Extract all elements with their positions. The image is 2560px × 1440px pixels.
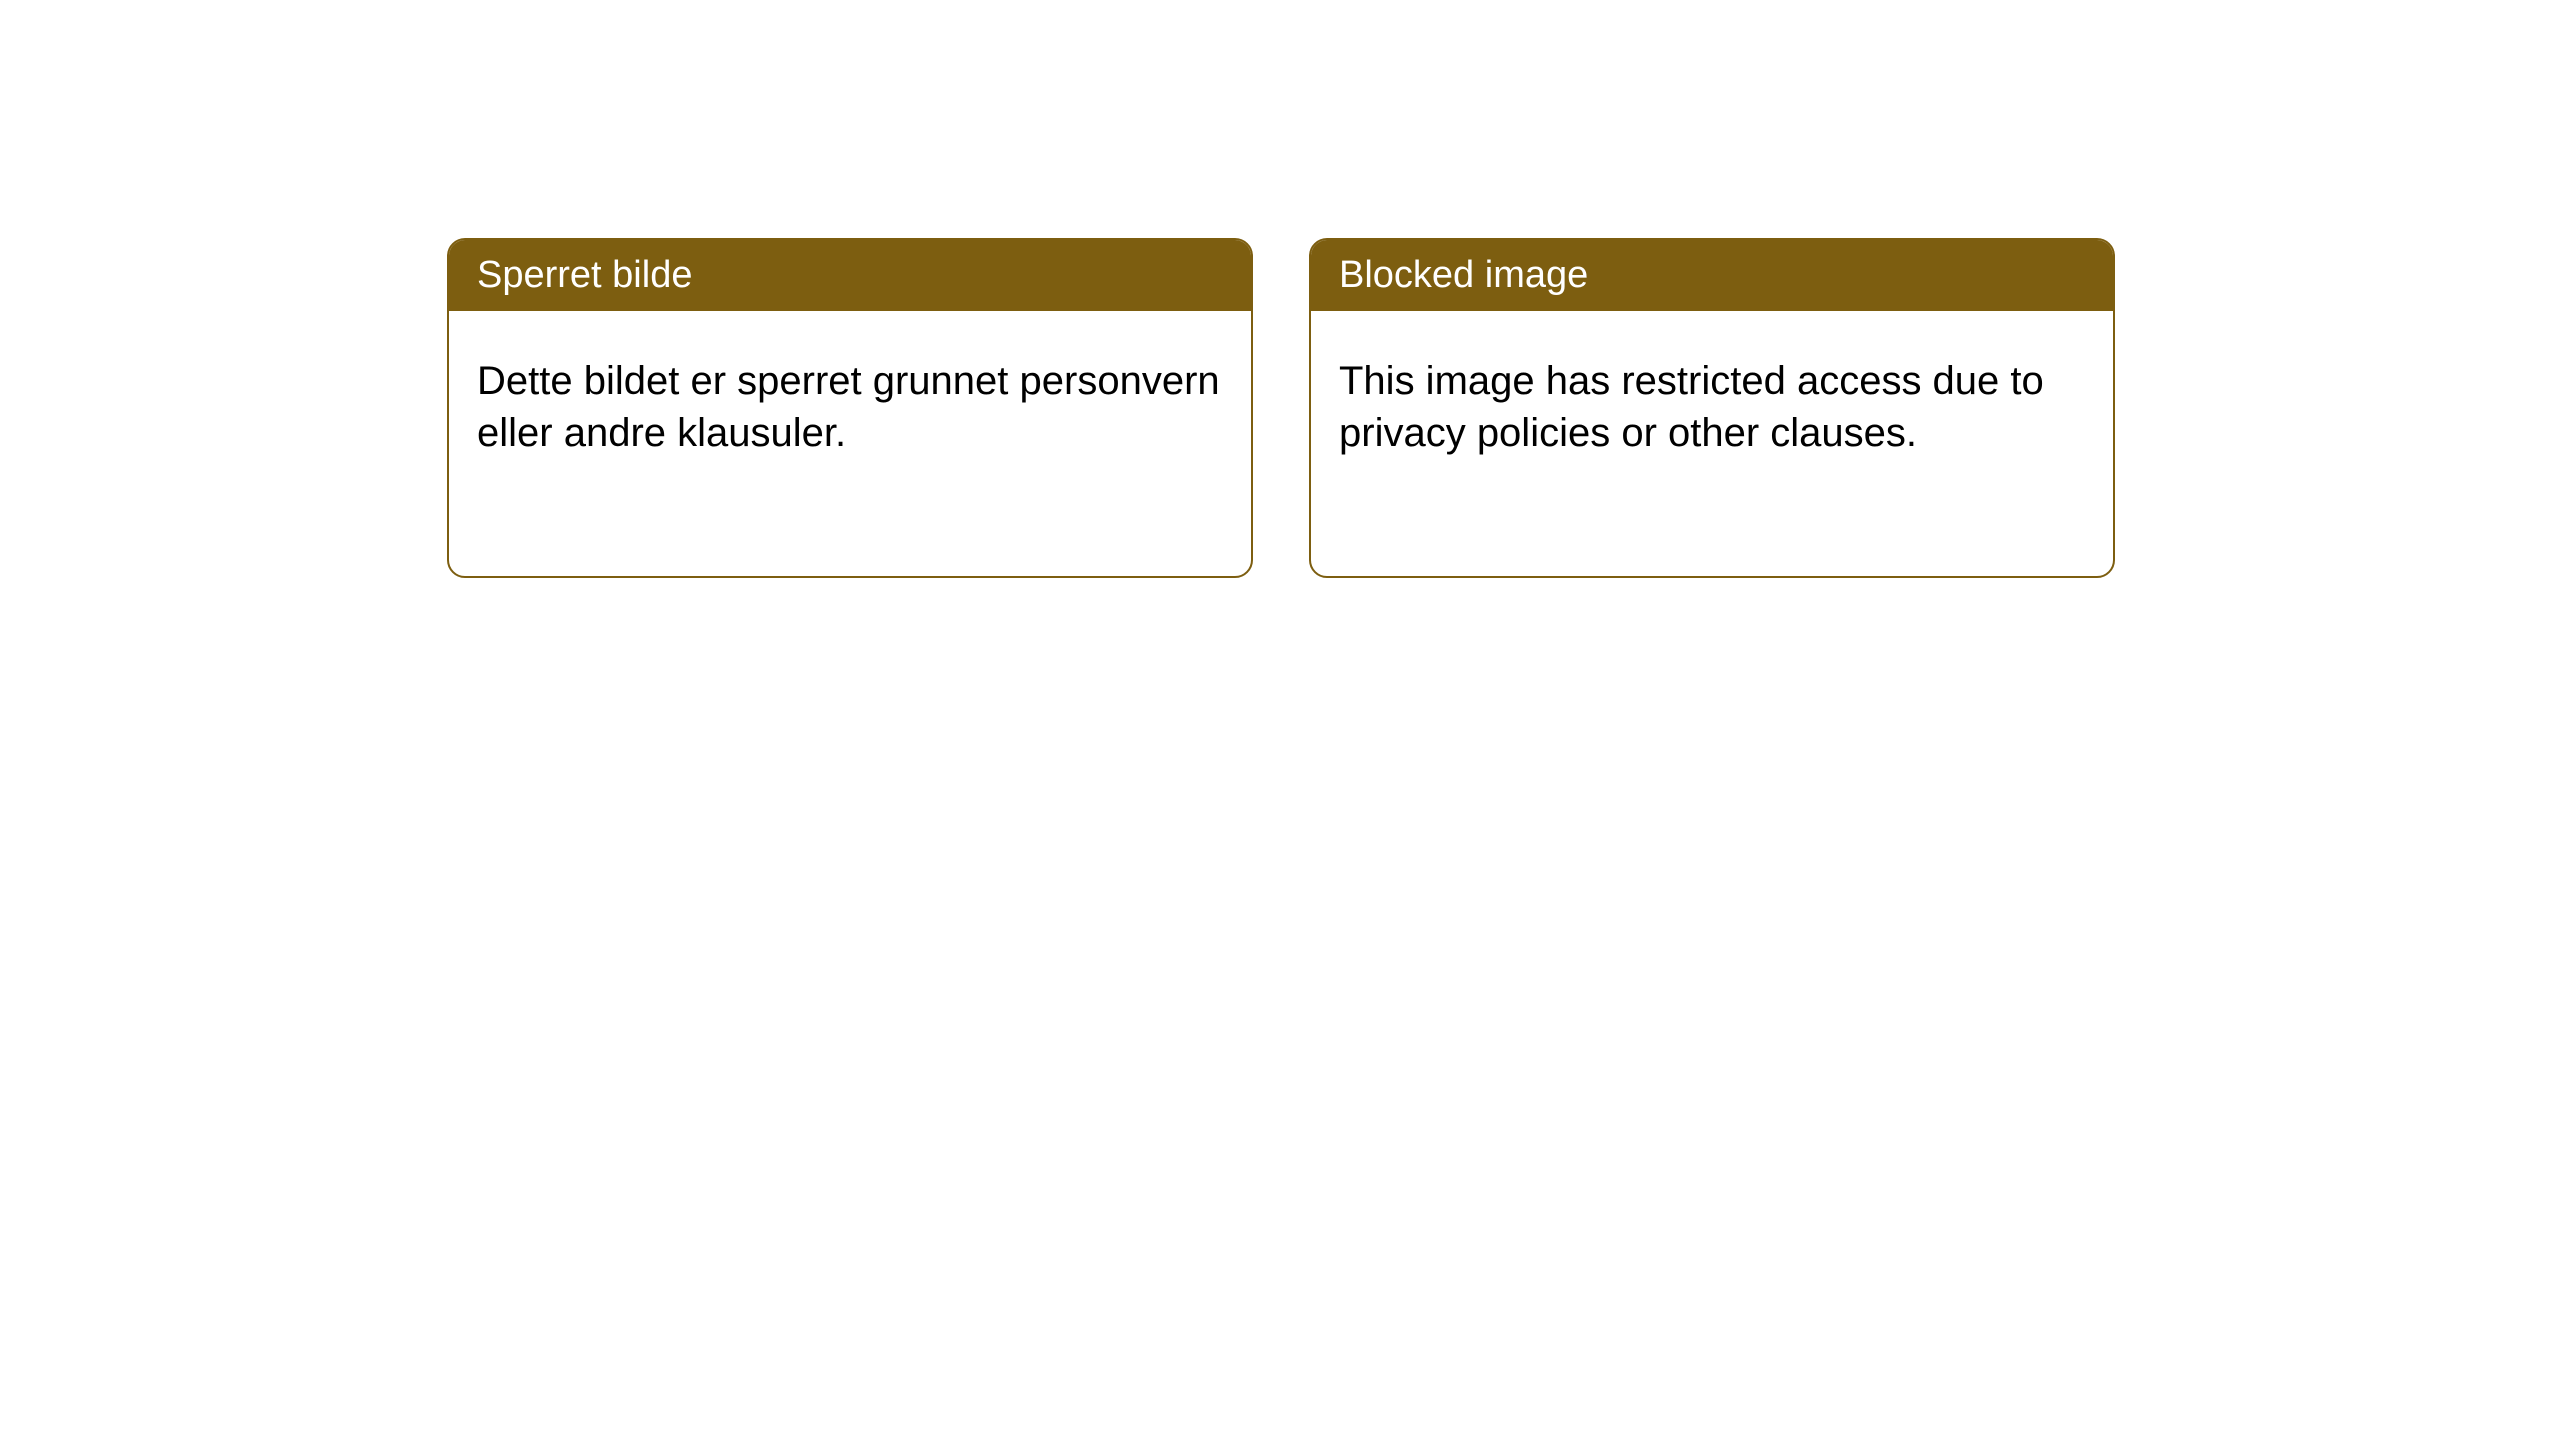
card-header: Blocked image	[1311, 240, 2113, 311]
notice-container: Sperret bilde Dette bildet er sperret gr…	[0, 0, 2560, 578]
card-title: Blocked image	[1339, 254, 1588, 296]
card-title: Sperret bilde	[477, 254, 692, 296]
notice-card-norwegian: Sperret bilde Dette bildet er sperret gr…	[447, 238, 1253, 578]
card-body: Dette bildet er sperret grunnet personve…	[449, 311, 1251, 488]
notice-card-english: Blocked image This image has restricted …	[1309, 238, 2115, 578]
card-body: This image has restricted access due to …	[1311, 311, 2113, 488]
card-body-text: This image has restricted access due to …	[1339, 359, 2044, 455]
card-body-text: Dette bildet er sperret grunnet personve…	[477, 359, 1220, 455]
card-header: Sperret bilde	[449, 240, 1251, 311]
